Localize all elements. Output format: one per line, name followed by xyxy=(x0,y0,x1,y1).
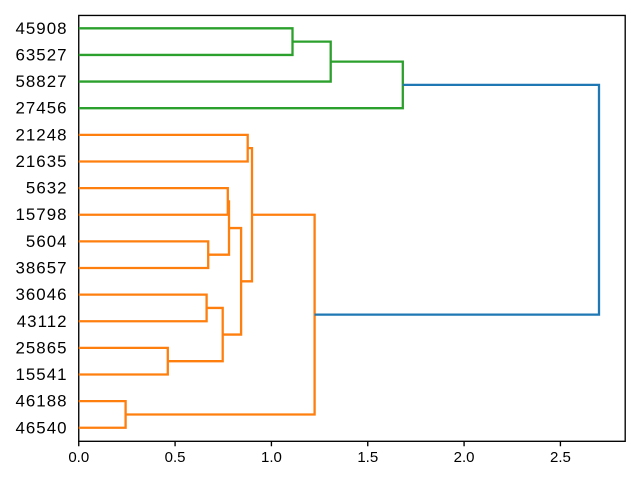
svg-text:43112: 43112 xyxy=(17,312,68,331)
svg-text:58827: 58827 xyxy=(16,72,68,91)
svg-text:2.0: 2.0 xyxy=(454,449,475,466)
svg-text:2.5: 2.5 xyxy=(550,449,571,466)
svg-text:21248: 21248 xyxy=(16,125,68,144)
svg-text:46188: 46188 xyxy=(16,392,68,411)
svg-text:63527: 63527 xyxy=(16,45,68,64)
svg-text:38657: 38657 xyxy=(16,259,68,278)
svg-text:1.5: 1.5 xyxy=(357,449,378,466)
svg-text:15798: 15798 xyxy=(16,205,68,224)
svg-text:1.0: 1.0 xyxy=(261,449,282,466)
svg-text:15541: 15541 xyxy=(16,365,68,384)
svg-text:0.5: 0.5 xyxy=(165,449,186,466)
svg-text:46540: 46540 xyxy=(16,418,68,437)
svg-text:0.0: 0.0 xyxy=(68,449,89,466)
svg-text:36046: 36046 xyxy=(16,285,68,304)
svg-text:5604: 5604 xyxy=(26,232,68,251)
svg-text:25865: 25865 xyxy=(16,338,68,357)
svg-text:27456: 27456 xyxy=(16,99,68,118)
svg-text:45908: 45908 xyxy=(16,19,68,38)
svg-text:21635: 21635 xyxy=(16,152,68,171)
svg-text:5632: 5632 xyxy=(26,179,68,198)
